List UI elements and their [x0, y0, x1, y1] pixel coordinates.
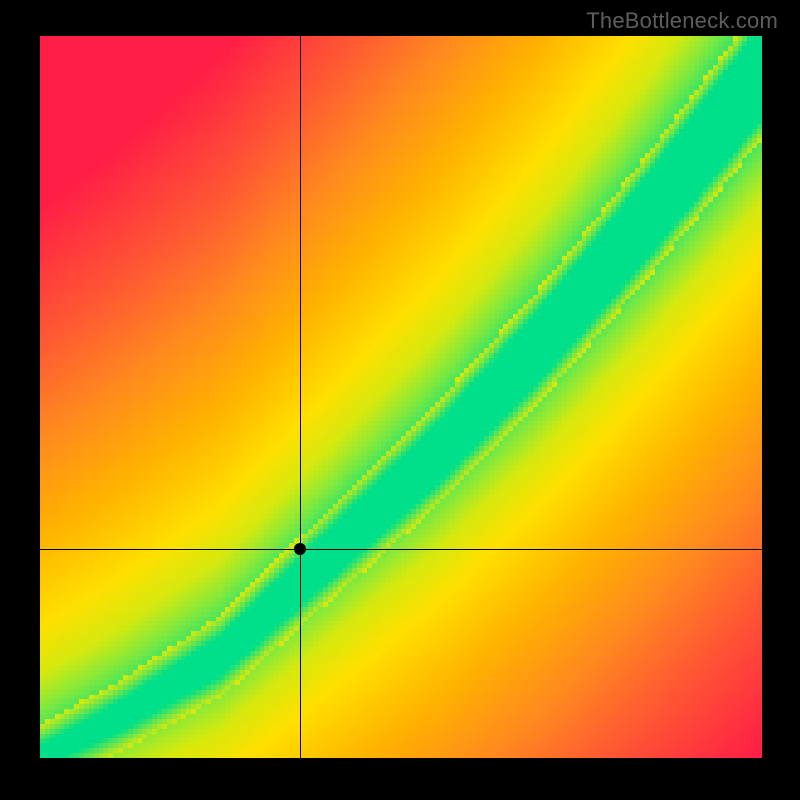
crosshair-horizontal — [40, 549, 762, 550]
crosshair-marker — [294, 543, 306, 555]
watermark-text: TheBottleneck.com — [586, 8, 778, 34]
heatmap-plot-area — [40, 36, 762, 758]
heatmap-canvas — [40, 36, 762, 758]
crosshair-vertical — [300, 36, 301, 758]
